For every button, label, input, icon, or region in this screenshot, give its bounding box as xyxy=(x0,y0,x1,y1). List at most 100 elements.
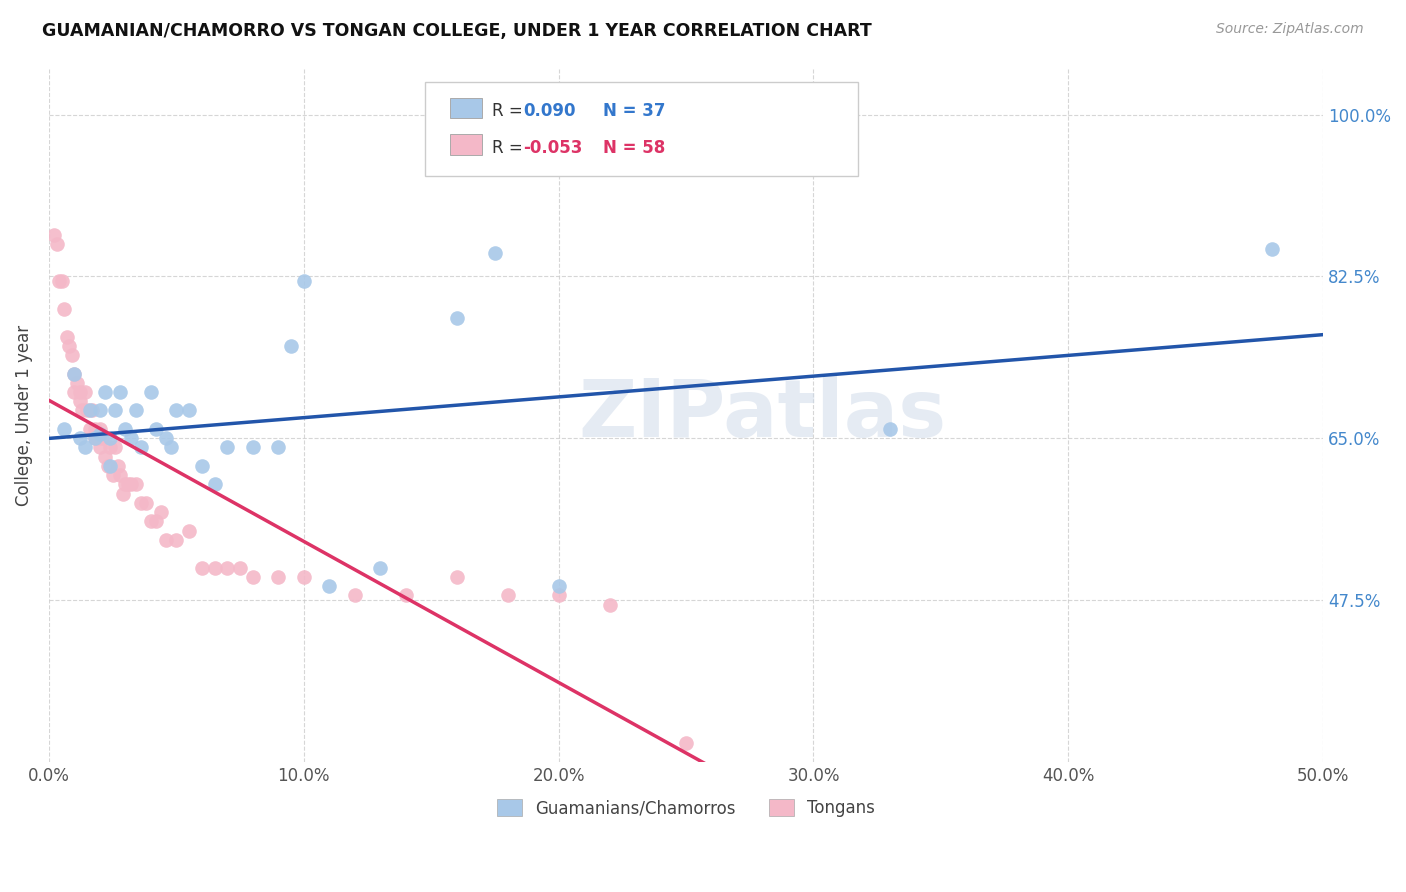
Point xyxy=(343,588,366,602)
Point xyxy=(217,560,239,574)
Point xyxy=(63,367,86,381)
Point xyxy=(91,431,114,445)
Point xyxy=(51,274,73,288)
Point xyxy=(675,736,697,750)
Point xyxy=(58,339,80,353)
Point xyxy=(129,441,152,455)
Point xyxy=(124,477,146,491)
Point xyxy=(204,477,226,491)
Bar xyxy=(450,135,482,155)
Point xyxy=(165,403,187,417)
Point xyxy=(145,422,167,436)
Point xyxy=(82,403,104,417)
Point xyxy=(120,477,142,491)
Point xyxy=(79,422,101,436)
Point xyxy=(1261,242,1284,256)
Text: ZIPatlas: ZIPatlas xyxy=(578,376,946,454)
Point xyxy=(120,431,142,445)
Point xyxy=(83,431,105,445)
Point xyxy=(83,422,105,436)
Point xyxy=(155,431,177,445)
Point xyxy=(139,515,162,529)
Y-axis label: College, Under 1 year: College, Under 1 year xyxy=(15,325,32,506)
Point xyxy=(94,384,117,399)
Point xyxy=(267,570,290,584)
Point xyxy=(150,505,173,519)
Point xyxy=(76,403,98,417)
Point xyxy=(160,441,183,455)
Bar xyxy=(450,97,482,119)
Point xyxy=(110,384,132,399)
Point xyxy=(179,403,201,417)
Point xyxy=(129,496,152,510)
Point xyxy=(191,458,214,473)
Point xyxy=(496,588,519,602)
Point xyxy=(101,468,124,483)
Point xyxy=(204,560,226,574)
Point xyxy=(446,311,468,326)
Point xyxy=(292,274,315,288)
Point xyxy=(267,441,290,455)
Point xyxy=(89,426,111,441)
Point xyxy=(547,588,569,602)
Point xyxy=(547,579,569,593)
Point xyxy=(107,458,129,473)
Point xyxy=(139,384,162,399)
Point xyxy=(66,376,89,390)
Point xyxy=(446,570,468,584)
Point xyxy=(599,598,621,612)
Point xyxy=(484,246,506,260)
Point xyxy=(229,560,252,574)
Point xyxy=(111,486,134,500)
Point xyxy=(98,431,121,445)
Point xyxy=(86,431,108,445)
Point xyxy=(280,339,302,353)
Point xyxy=(79,403,101,417)
Point xyxy=(45,237,67,252)
Point xyxy=(114,477,136,491)
FancyBboxPatch shape xyxy=(425,82,858,176)
Point xyxy=(217,441,239,455)
Text: Source: ZipAtlas.com: Source: ZipAtlas.com xyxy=(1216,22,1364,37)
Point xyxy=(155,533,177,547)
Point xyxy=(89,422,111,436)
Point xyxy=(318,579,340,593)
Text: 0.090: 0.090 xyxy=(523,102,575,120)
Text: R =: R = xyxy=(492,102,529,120)
Point xyxy=(292,570,315,584)
Point xyxy=(165,533,187,547)
Legend: Guamanians/Chamorros, Tongans: Guamanians/Chamorros, Tongans xyxy=(491,793,882,824)
Point xyxy=(89,441,111,455)
Point xyxy=(69,431,91,445)
Point xyxy=(63,384,86,399)
Text: -0.053: -0.053 xyxy=(523,139,582,157)
Point xyxy=(63,367,86,381)
Point xyxy=(53,301,76,316)
Point xyxy=(395,588,418,602)
Point xyxy=(98,441,121,455)
Point xyxy=(135,496,157,510)
Text: GUAMANIAN/CHAMORRO VS TONGAN COLLEGE, UNDER 1 YEAR CORRELATION CHART: GUAMANIAN/CHAMORRO VS TONGAN COLLEGE, UN… xyxy=(42,22,872,40)
Point xyxy=(110,468,132,483)
Point xyxy=(73,384,96,399)
Point xyxy=(42,227,65,242)
Point xyxy=(104,403,127,417)
Point xyxy=(104,441,127,455)
Point xyxy=(56,329,79,343)
Point xyxy=(94,450,117,464)
Point xyxy=(69,394,91,409)
Point xyxy=(69,384,91,399)
Point xyxy=(70,403,93,417)
Point xyxy=(368,560,391,574)
Point xyxy=(117,477,139,491)
Point xyxy=(114,422,136,436)
Point xyxy=(242,441,264,455)
Point xyxy=(124,403,146,417)
Point xyxy=(179,524,201,538)
Point xyxy=(89,403,111,417)
Point xyxy=(60,348,83,362)
Point xyxy=(98,458,121,473)
Point xyxy=(48,274,70,288)
Point xyxy=(879,422,901,436)
Point xyxy=(97,458,120,473)
